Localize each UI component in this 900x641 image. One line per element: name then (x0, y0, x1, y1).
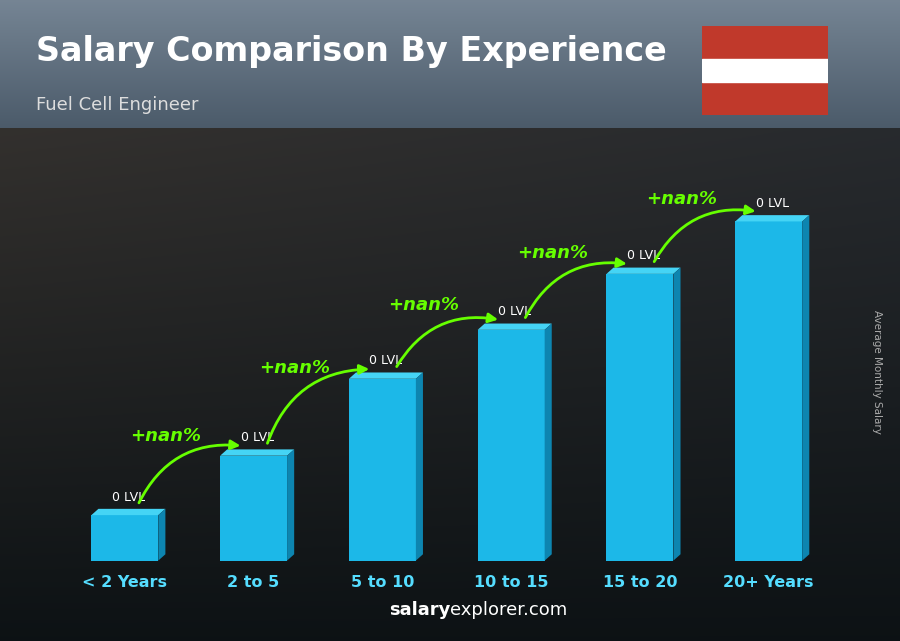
Text: 0 LVL: 0 LVL (498, 305, 531, 319)
Bar (220, 456, 287, 561)
Text: 0 LVL: 0 LVL (369, 354, 402, 367)
Polygon shape (416, 372, 423, 561)
Polygon shape (544, 324, 552, 561)
Text: +nan%: +nan% (645, 190, 716, 208)
Text: 0 LVL: 0 LVL (756, 197, 788, 210)
Text: +nan%: +nan% (130, 428, 202, 445)
Bar (91, 515, 158, 561)
Polygon shape (91, 509, 166, 515)
Text: 0 LVL: 0 LVL (112, 490, 145, 504)
Polygon shape (735, 215, 809, 221)
Bar (607, 274, 673, 561)
Text: +nan%: +nan% (388, 296, 459, 314)
Polygon shape (802, 215, 809, 561)
Text: Average Monthly Salary: Average Monthly Salary (872, 310, 883, 434)
Text: Fuel Cell Engineer: Fuel Cell Engineer (36, 96, 199, 114)
Text: 0 LVL: 0 LVL (240, 431, 274, 444)
Polygon shape (673, 267, 680, 561)
Bar (702, 58, 828, 83)
Bar (735, 221, 802, 561)
Text: salary: salary (389, 601, 450, 619)
Polygon shape (158, 509, 166, 561)
Text: Salary Comparison By Experience: Salary Comparison By Experience (36, 35, 667, 68)
Polygon shape (349, 372, 423, 379)
Polygon shape (607, 267, 680, 274)
Bar (349, 379, 416, 561)
Text: 0 LVL: 0 LVL (627, 249, 660, 262)
Polygon shape (478, 324, 552, 330)
Polygon shape (220, 449, 294, 456)
Polygon shape (287, 449, 294, 561)
Text: +nan%: +nan% (259, 360, 330, 378)
Text: +nan%: +nan% (517, 244, 588, 262)
Bar (478, 330, 544, 561)
Text: explorer.com: explorer.com (450, 601, 567, 619)
